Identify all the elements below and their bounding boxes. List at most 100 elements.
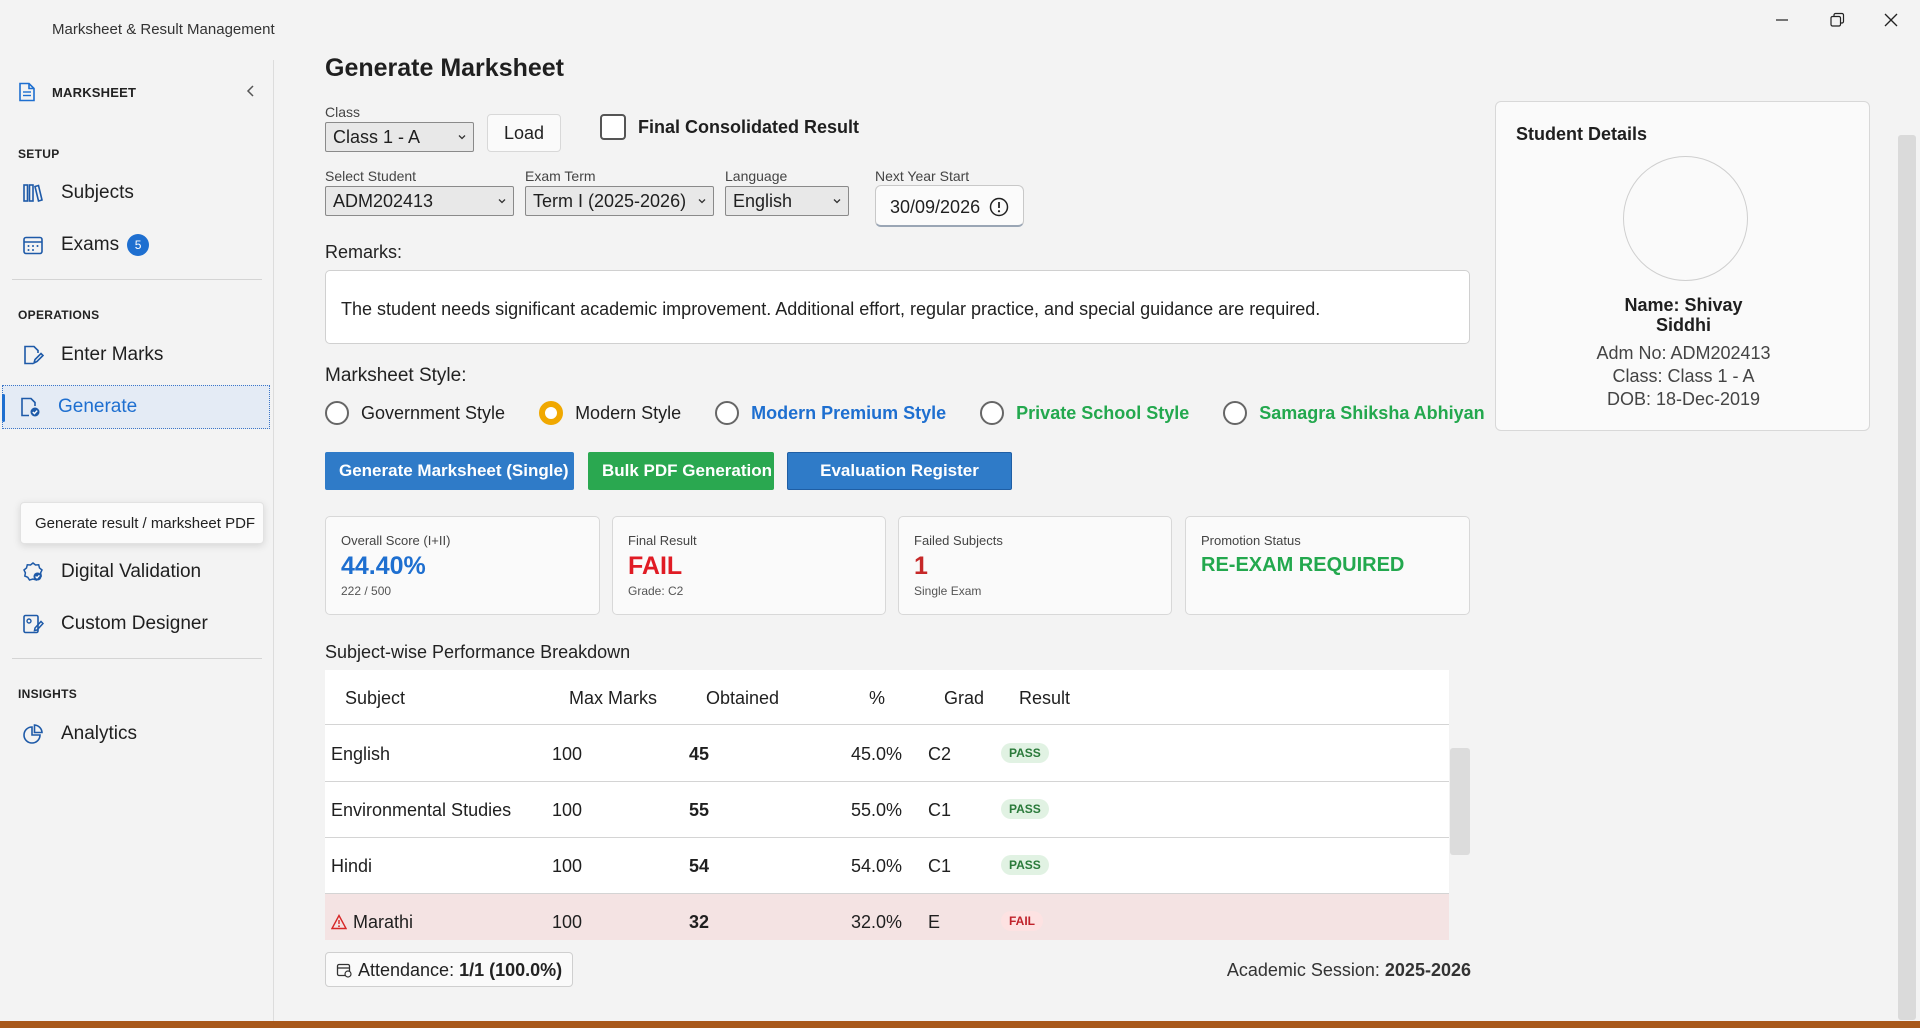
table-row[interactable]: English 100 45 45.0% C2 PASS [325,726,1449,782]
sidebar-item-label: Enter Marks [61,344,164,365]
student-details-title: Student Details [1516,124,1648,144]
evaluation-register-button[interactable]: Evaluation Register [787,452,1012,490]
cell-obtained: 55 [689,800,710,820]
remarks-textarea[interactable]: The student needs significant academic i… [325,270,1470,344]
restore-button[interactable] [1814,4,1860,36]
radio-circle[interactable] [325,401,349,425]
remarks-label: Remarks: [325,242,403,262]
attendance-chip: Attendance: 1/1 (100.0%) [325,952,574,987]
table-row[interactable]: Environmental Studies 100 55 55.0% C1 PA… [325,782,1449,838]
cell-obtained: 45 [689,744,710,764]
radio-circle[interactable] [980,401,1005,425]
cell-max-marks: 100 [552,744,583,764]
student-label: Select Student [325,168,417,184]
chevron-down-icon [833,199,841,204]
column-header-grade: Grad [944,688,985,708]
cell-subject: Hindi [331,856,373,876]
page-scrollbar[interactable] [1898,135,1916,1020]
session-value: 2025-2026 [1384,960,1471,980]
cell-subject: English [331,744,391,764]
result-badge: PASS [1001,799,1049,819]
cell-obtained: 32 [689,912,710,932]
cell-grade: E [928,912,941,932]
table-scrollbar[interactable] [1450,748,1470,855]
minimize-button[interactable] [1759,4,1805,36]
language-select[interactable]: English [725,186,849,216]
radio-label: Samagra Shiksha Abhiyan [1259,402,1485,423]
student-name: Name: Shivay Siddhi [1496,295,1871,335]
chevron-down-icon [498,199,506,204]
section-insights: INSIGHTS [18,687,78,701]
sidebar-item-label: Subjects [61,182,134,203]
table-row-failed[interactable]: Marathi 100 32 32.0% E FAIL [325,894,1449,940]
exams-count-badge: 5 [127,234,150,256]
marksheet-style-label: Marksheet Style: [325,365,467,386]
sidebar: MARKSHEET SETUP Subjects Exams 5 OPERATI… [0,60,274,1022]
sidebar-item-digital-validation[interactable]: Digital Validation [6,550,270,594]
column-header-percent: % [869,688,886,708]
result-badge: PASS [1001,743,1049,763]
card-title: Final Result [628,533,697,548]
page-title: Generate Marksheet [325,54,565,82]
sidebar-item-label: Analytics [61,723,138,744]
cell-grade: C1 [928,856,952,876]
sidebar-item-enter-marks[interactable]: Enter Marks [6,333,270,377]
result-badge: FAIL [1001,911,1043,931]
table-row[interactable]: Hindi 100 54 54.0% C1 PASS [325,838,1449,894]
column-header-max-marks: Max Marks [569,688,658,708]
edit-document-icon [24,345,44,365]
student-adm-no: Adm No: ADM202413 [1596,343,1771,363]
next-year-date-input[interactable]: 30/09/2026 [875,185,1024,227]
class-select[interactable]: Class 1 - A [325,122,474,152]
column-header-obtained: Obtained [706,688,780,708]
checkbox-label: Final Consolidated Result [638,116,860,137]
column-header-result: Result [1019,688,1071,708]
sidebar-item-custom-designer[interactable]: Custom Designer [6,602,270,646]
badge-check-icon [23,562,43,581]
next-year-date-value: 30/09/2026 [890,197,981,217]
column-header-subject: Subject [345,688,406,708]
cell-percent: 54.0% [851,856,903,876]
radio-modern-style[interactable]: Modern Style [539,401,681,425]
radio-label: Government Style [361,402,506,423]
overall-score-card: Overall Score (I+II) 44.40% 222 / 500 [325,516,600,615]
card-subtext: Single Exam [914,584,982,598]
exam-term-select[interactable]: Term I (2025-2026) [525,186,714,216]
sidebar-item-label: Exams [61,234,120,255]
generate-single-button[interactable]: Generate Marksheet (Single) [325,452,574,490]
radio-modern-premium-style[interactable]: Modern Premium Style [715,401,946,425]
next-year-label: Next Year Start [875,168,970,184]
radio-samagra-shiksha-abhiyan[interactable]: Samagra Shiksha Abhiyan [1223,401,1485,425]
sidebar-item-label: Custom Designer [61,613,208,634]
attendance-label: Attendance: [358,960,455,980]
session-label: Academic Session: [1226,960,1380,980]
section-setup: SETUP [18,147,60,161]
restore-icon [1830,12,1845,27]
marksheet-style-radio-group: Government Style Modern Style Modern Pre… [325,398,1519,428]
sidebar-item-analytics[interactable]: Analytics [6,712,270,756]
document-icon [19,82,35,102]
radio-circle-selected[interactable] [539,401,564,425]
close-icon [1884,13,1898,27]
final-result-value: FAIL [628,552,683,580]
sidebar-item-exams[interactable]: Exams 5 [6,223,270,267]
final-consolidated-checkbox[interactable]: Final Consolidated Result [600,114,859,140]
radio-private-school-style[interactable]: Private School Style [980,401,1189,425]
bulk-pdf-button[interactable]: Bulk PDF Generation [588,452,774,490]
checkbox-box[interactable] [600,114,626,140]
table-header: Subject Max Marks Obtained % Grad Result [325,670,1449,725]
final-result-card: Final Result FAIL Grade: C2 [612,516,886,615]
radio-circle[interactable] [1223,401,1248,425]
load-button[interactable]: Load [487,114,561,152]
close-button[interactable] [1868,4,1914,36]
breakdown-title: Subject-wise Performance Breakdown [325,642,631,662]
sidebar-item-generate[interactable]: Generate [2,385,270,429]
chevron-left-icon[interactable] [244,84,258,98]
sidebar-divider [12,658,262,659]
radio-circle[interactable] [715,401,740,425]
sidebar-item-subjects[interactable]: Subjects [6,171,270,215]
cell-max-marks: 100 [552,856,583,876]
student-select[interactable]: ADM202413 [325,186,514,216]
info-icon[interactable] [989,197,1009,217]
radio-government-style[interactable]: Government Style [325,401,505,425]
